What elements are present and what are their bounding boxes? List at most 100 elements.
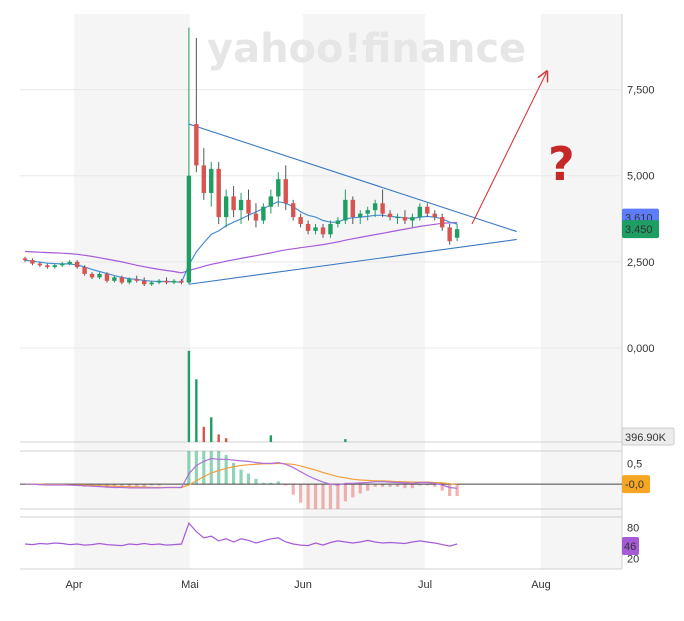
macd-histogram-bar <box>261 482 265 485</box>
month-stripe <box>541 14 622 569</box>
candle-body <box>402 217 408 221</box>
candle-body <box>350 199 355 218</box>
macd-histogram-bar <box>306 484 310 509</box>
macd-histogram-bar <box>358 484 362 494</box>
rsi-tick-label: 80 <box>627 522 639 534</box>
candle-body <box>276 179 281 197</box>
x-tick-label: Apr <box>65 579 82 591</box>
current-price-marker <box>622 220 659 239</box>
rsi-line <box>24 522 458 547</box>
yahoo-finance-watermark: yahoo!finance <box>207 26 526 72</box>
macd-signal-line <box>25 462 458 489</box>
volume-bar <box>217 434 220 442</box>
volume-bar <box>195 379 198 442</box>
trendlines <box>188 123 517 285</box>
macd-histogram-bar <box>217 451 221 485</box>
candle-body <box>171 280 177 283</box>
candle-body <box>380 203 385 214</box>
macd-histogram-bar <box>410 484 414 489</box>
macd-histogram-bar <box>246 473 251 485</box>
macd-histogram-bar <box>336 484 340 509</box>
candle-body <box>343 199 348 221</box>
macd-histogram-bar <box>254 478 258 485</box>
candle-body <box>97 273 102 278</box>
macd-histogram-bar <box>381 484 385 487</box>
candle-body <box>335 220 341 224</box>
volume-label: 396.90K <box>625 432 667 444</box>
macd-histogram-bar <box>299 484 303 503</box>
month-stripes <box>74 14 622 569</box>
price-tick-label: 7,500 <box>627 85 655 97</box>
macd-panel <box>20 451 622 509</box>
breakout-arrow <box>471 72 547 225</box>
volume-bar <box>210 417 213 442</box>
candle-body <box>223 196 229 218</box>
x-tick-label: Jul <box>418 579 432 591</box>
candle-body <box>201 165 206 193</box>
candle-body <box>89 273 95 278</box>
macd-histogram-bar <box>224 454 228 485</box>
candle-body <box>447 227 452 242</box>
candle-body <box>22 258 28 261</box>
macd-histogram-bar <box>150 484 154 486</box>
candle-body <box>149 282 154 285</box>
macd-histogram-bar <box>269 482 273 485</box>
y-axis-labels: 7,5005,0002,5000,0003.6103.450396.90K0,5… <box>621 85 675 566</box>
macd-current-marker <box>622 475 650 494</box>
price-tick-label: 5,000 <box>627 171 655 183</box>
candle-body <box>216 168 221 218</box>
macd-histogram-bar <box>321 484 325 509</box>
candle-body <box>425 206 430 214</box>
price-tick-label: 2,500 <box>627 257 655 269</box>
candle-body <box>454 229 460 238</box>
candle-body <box>60 263 65 266</box>
rsi-current-marker <box>622 537 639 556</box>
candle-body <box>305 223 311 231</box>
candle-body <box>209 168 214 193</box>
macd-histogram-bar <box>388 484 392 487</box>
candle-body <box>67 261 72 264</box>
candle-body <box>365 210 370 214</box>
macd-histogram-bar <box>328 484 333 509</box>
candle-body <box>194 124 199 166</box>
candle-body <box>156 280 162 283</box>
macd-histogram-bar <box>433 484 437 487</box>
volume-bars <box>187 350 347 442</box>
candle-body <box>74 261 80 268</box>
macd-histogram-bar <box>395 484 400 487</box>
macd-current-label: -0,0 <box>625 479 644 491</box>
macd-histogram-bar <box>239 469 243 485</box>
macd-histogram-bar <box>448 484 452 497</box>
candle-body <box>104 273 110 281</box>
macd-histogram-bar <box>209 451 213 485</box>
macd-line <box>25 457 458 489</box>
candle-body <box>45 265 50 268</box>
candle-body <box>142 280 147 285</box>
macd-histogram-bar <box>142 484 146 487</box>
macd-histogram-bar <box>313 484 318 509</box>
price-tick-label: 0,000 <box>627 343 655 355</box>
trendline <box>188 123 517 233</box>
candle-body <box>358 213 363 218</box>
macd-histogram-bar <box>276 481 280 485</box>
volume-bar <box>187 350 191 442</box>
macd-histogram-bar <box>135 484 139 487</box>
candle-body <box>372 203 378 211</box>
candle-body <box>395 217 400 219</box>
macd-histogram-bar <box>194 451 198 485</box>
macd-histogram-bar <box>232 462 236 485</box>
candle-body <box>283 179 288 204</box>
moving-average-long-line <box>24 222 458 274</box>
x-tick-label: Jun <box>294 579 312 591</box>
volume-bar <box>269 435 273 442</box>
macd-histogram-bar <box>284 484 288 486</box>
candle-body <box>119 277 125 283</box>
candle-body <box>253 213 259 221</box>
macd-histogram-bar <box>440 484 444 491</box>
macd-histogram-bar <box>187 451 191 485</box>
macd-tick-label: 0,5 <box>627 458 642 470</box>
candle-body <box>186 175 192 283</box>
candle-body <box>37 263 43 266</box>
